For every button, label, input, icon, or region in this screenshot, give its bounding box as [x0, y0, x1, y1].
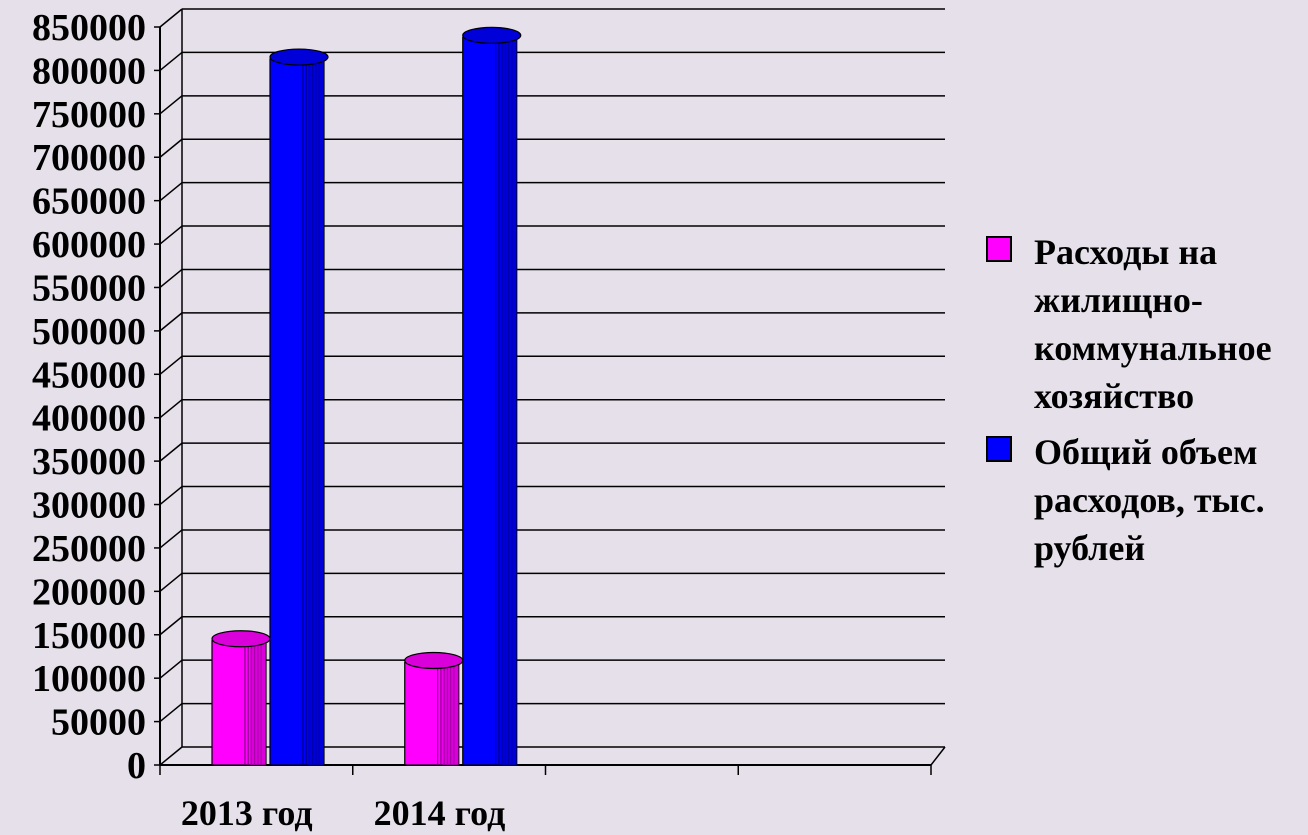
x-tick-labels: 2013 год 2014 год	[181, 793, 505, 833]
bar	[211, 630, 271, 766]
chart-legend: Расходы на жилищно-коммунальное хозяйств…	[986, 228, 1306, 580]
y-tick-label: 300000	[32, 485, 146, 527]
y-tick-labels: 0500001000001500002000002500003000003500…	[32, 7, 160, 787]
y-tick-label: 650000	[32, 181, 146, 223]
gridline-depth	[159, 8, 183, 28]
bar	[462, 26, 522, 766]
bar-top	[462, 26, 522, 44]
bar	[404, 651, 464, 766]
gridline-depth	[159, 95, 183, 115]
gridline-depth	[159, 746, 183, 766]
legend-swatch-housing	[986, 236, 1012, 262]
y-tick-label: 600000	[32, 224, 146, 266]
gridline-depth	[159, 268, 183, 289]
y-tick-label: 850000	[32, 7, 146, 49]
gridline-depth	[159, 138, 183, 158]
gridline-depth	[159, 659, 183, 679]
bar-top	[269, 48, 329, 66]
y-tick-label: 550000	[32, 267, 146, 309]
y-tick-label: 450000	[32, 354, 146, 396]
bar-top	[211, 630, 271, 648]
gridline-depth	[159, 225, 183, 245]
y-tick-label: 750000	[32, 94, 146, 136]
y-tick-label: 800000	[32, 50, 146, 92]
floor-right-edge	[930, 746, 946, 766]
gridline-depth	[159, 703, 183, 723]
bar	[269, 48, 329, 766]
y-tick-label: 700000	[32, 137, 146, 179]
gridline-depth	[159, 182, 183, 202]
y-tick-label: 500000	[32, 311, 146, 353]
x-tick-label: 2013 год	[181, 793, 313, 833]
y-tick-label: 200000	[32, 571, 146, 613]
gridline-depth	[159, 51, 183, 71]
gridline-depth	[159, 355, 183, 375]
gridline-depth	[159, 572, 183, 592]
bar-shade	[249, 640, 266, 765]
legend-label-housing: Расходы на жилищно-коммунальное хозяйств…	[1034, 232, 1272, 416]
gridline-depth	[159, 616, 183, 636]
y-tick-label: 400000	[32, 398, 146, 440]
legend-item-total: Общий объем расходов, тыс. рублей	[986, 428, 1306, 572]
y-tick-label: 50000	[51, 702, 146, 744]
gridline-depth	[159, 312, 183, 332]
y-tick-label: 100000	[32, 658, 146, 700]
legend-swatch-total	[986, 436, 1012, 462]
x-tick-marks	[159, 765, 932, 775]
gridline-depth	[159, 485, 183, 506]
bar-shade	[307, 59, 324, 765]
x-tick-label: 2014 год	[374, 793, 506, 833]
bar-top	[404, 651, 464, 670]
gridline-depth	[159, 442, 183, 462]
legend-label-total: Общий объем расходов, тыс. рублей	[1034, 432, 1265, 568]
bars	[211, 26, 522, 766]
y-tick-label: 0	[127, 745, 146, 787]
gridline-depth	[159, 399, 183, 419]
y-tick-label: 350000	[32, 441, 146, 483]
legend-item-housing: Расходы на жилищно-коммунальное хозяйств…	[986, 228, 1306, 420]
y-tick-label: 150000	[32, 615, 146, 657]
bar-shade	[500, 37, 517, 765]
y-tick-label: 250000	[32, 528, 146, 570]
bar-shade	[442, 662, 459, 765]
gridline-depth	[159, 529, 183, 549]
